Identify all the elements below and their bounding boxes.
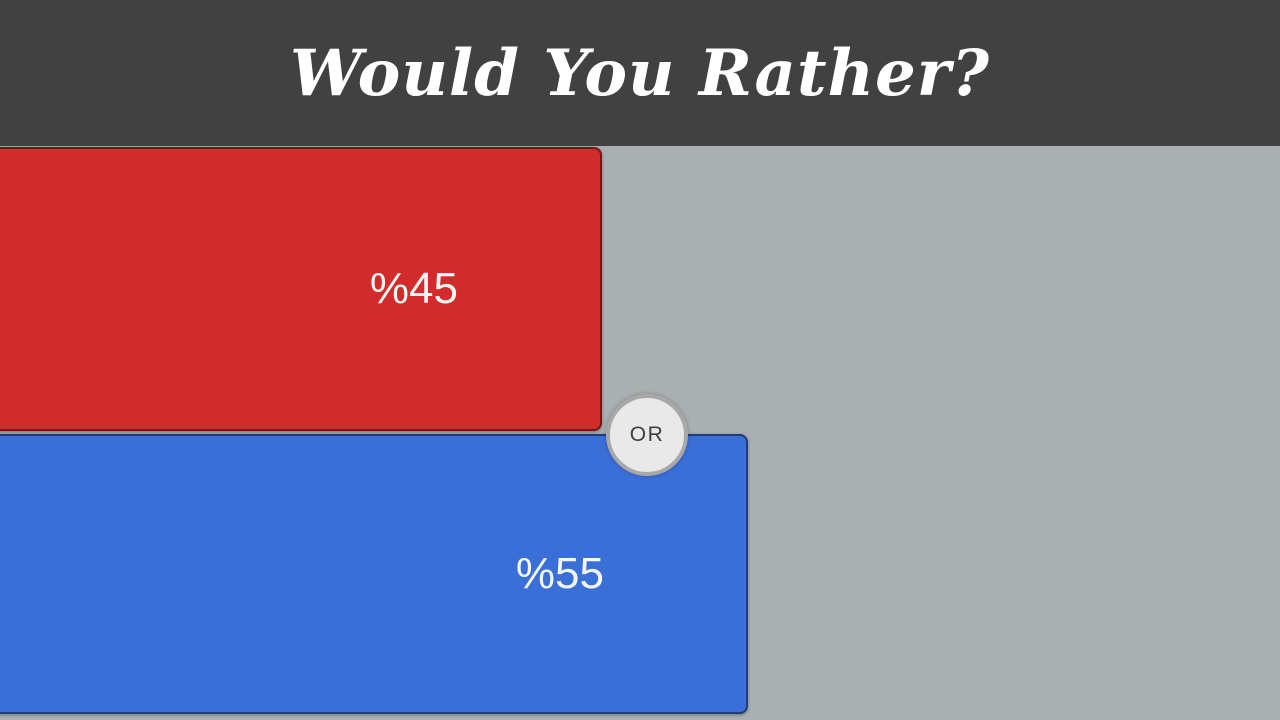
header: Would You Rather?: [0, 0, 1280, 146]
option-a-percentage: %45: [369, 264, 458, 313]
or-divider-label: OR: [629, 423, 665, 446]
option-b-percentage: %55: [515, 549, 604, 598]
or-divider-badge: OR: [606, 394, 688, 476]
option-b-button[interactable]: %55: [0, 434, 748, 714]
page-title: Would You Rather?: [290, 35, 990, 111]
option-a-button[interactable]: %45: [0, 147, 602, 431]
